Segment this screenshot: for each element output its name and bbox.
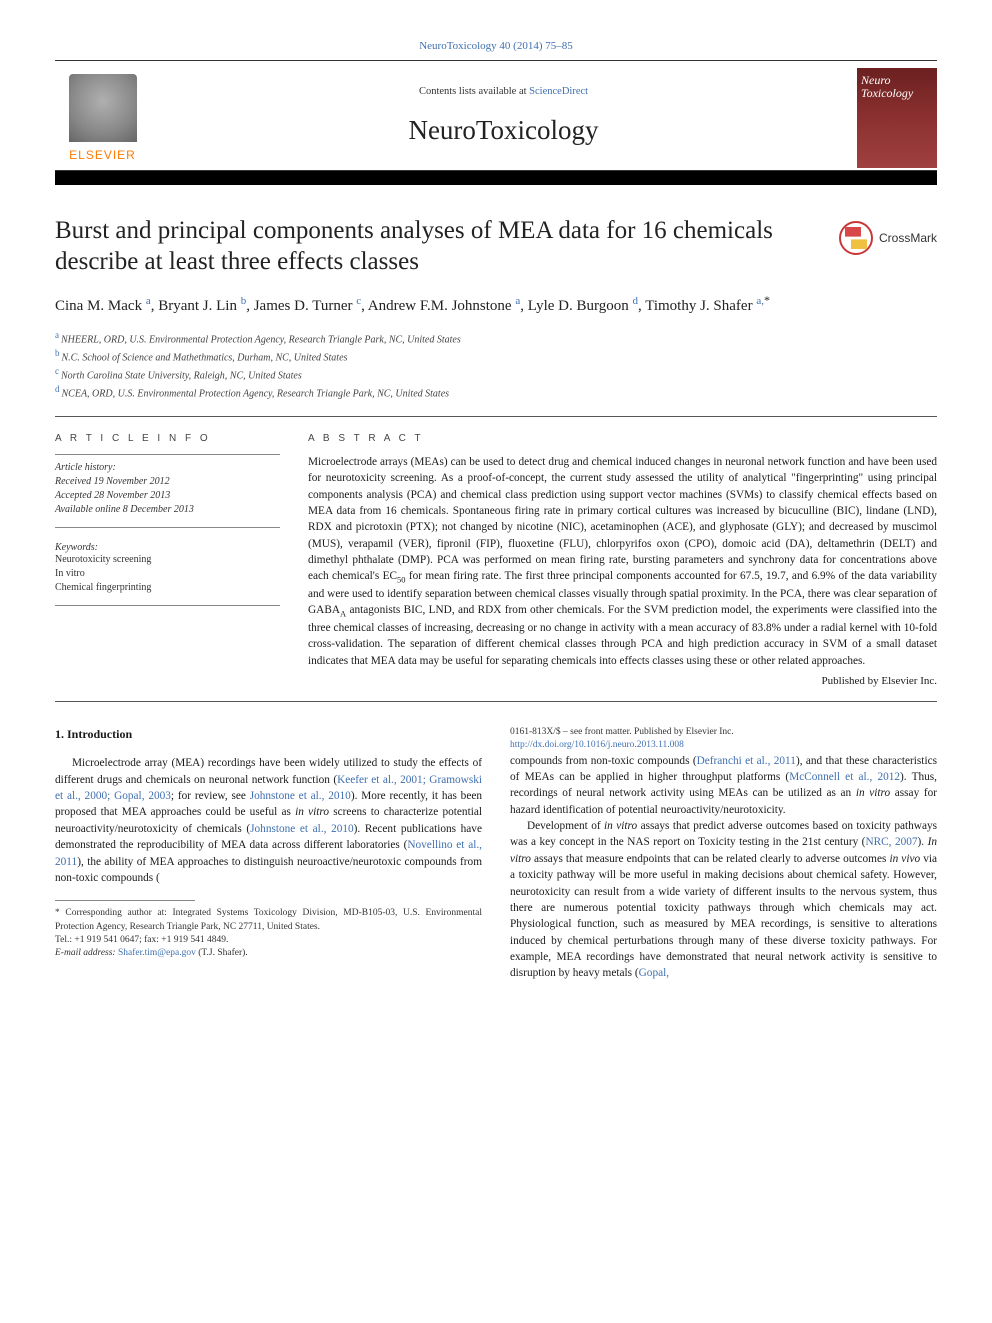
corresponding-email-line: E-mail address: Shafer.tim@epa.gov (T.J.… bbox=[55, 947, 482, 960]
footnotes: * Corresponding author at: Integrated Sy… bbox=[55, 907, 482, 960]
affiliation: cNorth Carolina State University, Raleig… bbox=[55, 365, 937, 383]
p1-t2: ; for review, see bbox=[171, 790, 250, 802]
article-info-heading: A R T I C L E I N F O bbox=[55, 433, 280, 444]
abstract-heading: A B S T R A C T bbox=[308, 433, 937, 444]
divider-bottom bbox=[55, 701, 937, 702]
publisher-brand: ELSEVIER bbox=[69, 148, 136, 162]
keyword: Chemical fingerprinting bbox=[55, 581, 280, 595]
ref-link[interactable]: Johnstone et al., 2010 bbox=[250, 823, 354, 835]
email-tail: (T.J. Shafer). bbox=[196, 948, 248, 958]
header-citation-link[interactable]: NeuroToxicology 40 (2014) 75–85 bbox=[419, 40, 573, 52]
banner-black-bar bbox=[55, 171, 937, 185]
p1c-pre: compounds from non-toxic compounds ( bbox=[510, 755, 697, 767]
affiliation: aNHEERL, ORD, U.S. Environmental Protect… bbox=[55, 329, 937, 347]
info-rule bbox=[55, 454, 280, 455]
sciencedirect-link[interactable]: ScienceDirect bbox=[529, 86, 588, 97]
footnote-rule bbox=[55, 900, 195, 901]
p2-t3: ). bbox=[918, 836, 928, 848]
body-columns: 1. Introduction Microelectrode array (ME… bbox=[55, 726, 937, 982]
body-p1-cont: compounds from non-toxic compounds (Defr… bbox=[510, 753, 937, 819]
article-header: CrossMark Burst and principal components… bbox=[55, 215, 937, 402]
publisher-logo: ELSEVIER bbox=[55, 65, 150, 170]
p2-invitro1: in vitro bbox=[604, 820, 637, 832]
keywords-label: Keywords: bbox=[55, 542, 280, 553]
cover-title-1: Neuro bbox=[861, 74, 933, 87]
banner-center: Contents lists available at ScienceDirec… bbox=[150, 80, 857, 156]
divider-top bbox=[55, 416, 937, 417]
ref-link[interactable]: NRC, 2007 bbox=[865, 836, 917, 848]
article-history: Article history: Received 19 November 20… bbox=[55, 461, 280, 517]
p2-t1: Development of bbox=[527, 820, 604, 832]
ref-link[interactable]: McConnell et al., 2012 bbox=[789, 771, 900, 783]
body-p2: Development of in vitro assays that pred… bbox=[510, 818, 937, 982]
elsevier-tree-icon bbox=[69, 74, 137, 142]
abstract-col: A B S T R A C T Microelectrode arrays (M… bbox=[308, 433, 937, 687]
article-info-col: A R T I C L E I N F O Article history: R… bbox=[55, 433, 280, 687]
contents-prefix: Contents lists available at bbox=[419, 86, 529, 97]
ref-link[interactable]: Johnstone et al., 2010 bbox=[250, 790, 351, 802]
corresponding-author: * Corresponding author at: Integrated Sy… bbox=[55, 907, 482, 934]
keyword: In vitro bbox=[55, 567, 280, 581]
journal-title: NeuroToxicology bbox=[150, 115, 857, 146]
email-label: E-mail address: bbox=[55, 948, 118, 958]
contents-line: Contents lists available at ScienceDirec… bbox=[150, 86, 857, 97]
email-link[interactable]: Shafer.tim@epa.gov bbox=[118, 948, 196, 958]
affiliation: bN.C. School of Science and Mathethmatic… bbox=[55, 347, 937, 365]
body-section: 1. Introduction Microelectrode array (ME… bbox=[55, 726, 937, 982]
ref-link[interactable]: Defranchi et al., 2011 bbox=[697, 755, 796, 767]
crossmark-label: CrossMark bbox=[879, 231, 937, 245]
p2-t5: via a toxicity pathway will be more usef… bbox=[510, 853, 937, 980]
journal-banner: ELSEVIER Contents lists available at Sci… bbox=[55, 60, 937, 171]
header-citation: NeuroToxicology 40 (2014) 75–85 bbox=[55, 40, 937, 52]
keyword: Neurotoxicity screening bbox=[55, 553, 280, 567]
article-title: Burst and principal components analyses … bbox=[55, 215, 937, 278]
doi-link[interactable]: http://dx.doi.org/10.1016/j.neuro.2013.1… bbox=[510, 740, 684, 750]
abstract-publisher: Published by Elsevier Inc. bbox=[308, 675, 937, 687]
author-list: Cina M. Mack a, Bryant J. Lin b, James D… bbox=[55, 292, 937, 317]
info-rule-3 bbox=[55, 605, 280, 606]
crossmark-icon bbox=[839, 221, 873, 255]
crossmark-badge[interactable]: CrossMark bbox=[839, 221, 937, 255]
p1-invitro: in vitro bbox=[295, 806, 329, 818]
affiliation: dNCEA, ORD, U.S. Environmental Protectio… bbox=[55, 383, 937, 401]
history-accepted: Accepted 28 November 2013 bbox=[55, 489, 280, 503]
keywords-list: Neurotoxicity screeningIn vitroChemical … bbox=[55, 553, 280, 595]
info-rule-2 bbox=[55, 527, 280, 528]
body-p1: Microelectrode array (MEA) recordings ha… bbox=[55, 755, 482, 886]
corresponding-tel: Tel.: +1 919 541 0647; fax: +1 919 541 4… bbox=[55, 934, 482, 947]
p2-t4: assays that measure endpoints that can b… bbox=[531, 853, 890, 865]
p2-invivo: in vivo bbox=[889, 853, 920, 865]
imprint: 0161-813X/$ – see front matter. Publishe… bbox=[510, 726, 937, 753]
abstract-text: Microelectrode arrays (MEAs) can be used… bbox=[308, 454, 937, 669]
history-received: Received 19 November 2012 bbox=[55, 475, 280, 489]
history-online: Available online 8 December 2013 bbox=[55, 503, 280, 517]
intro-heading: 1. Introduction bbox=[55, 726, 482, 743]
info-abstract-row: A R T I C L E I N F O Article history: R… bbox=[55, 433, 937, 687]
history-label: Article history: bbox=[55, 461, 280, 475]
cover-title-2: Toxicology bbox=[861, 87, 933, 100]
p1c-invitro: in vitro bbox=[856, 787, 890, 799]
journal-cover-thumb: Neuro Toxicology bbox=[857, 68, 937, 168]
affiliation-list: aNHEERL, ORD, U.S. Environmental Protect… bbox=[55, 329, 937, 402]
imprint-line1: 0161-813X/$ – see front matter. Publishe… bbox=[510, 726, 937, 739]
p1-t6: ), the ability of MEA approaches to dist… bbox=[55, 856, 482, 884]
ref-link[interactable]: Gopal, bbox=[639, 967, 669, 979]
